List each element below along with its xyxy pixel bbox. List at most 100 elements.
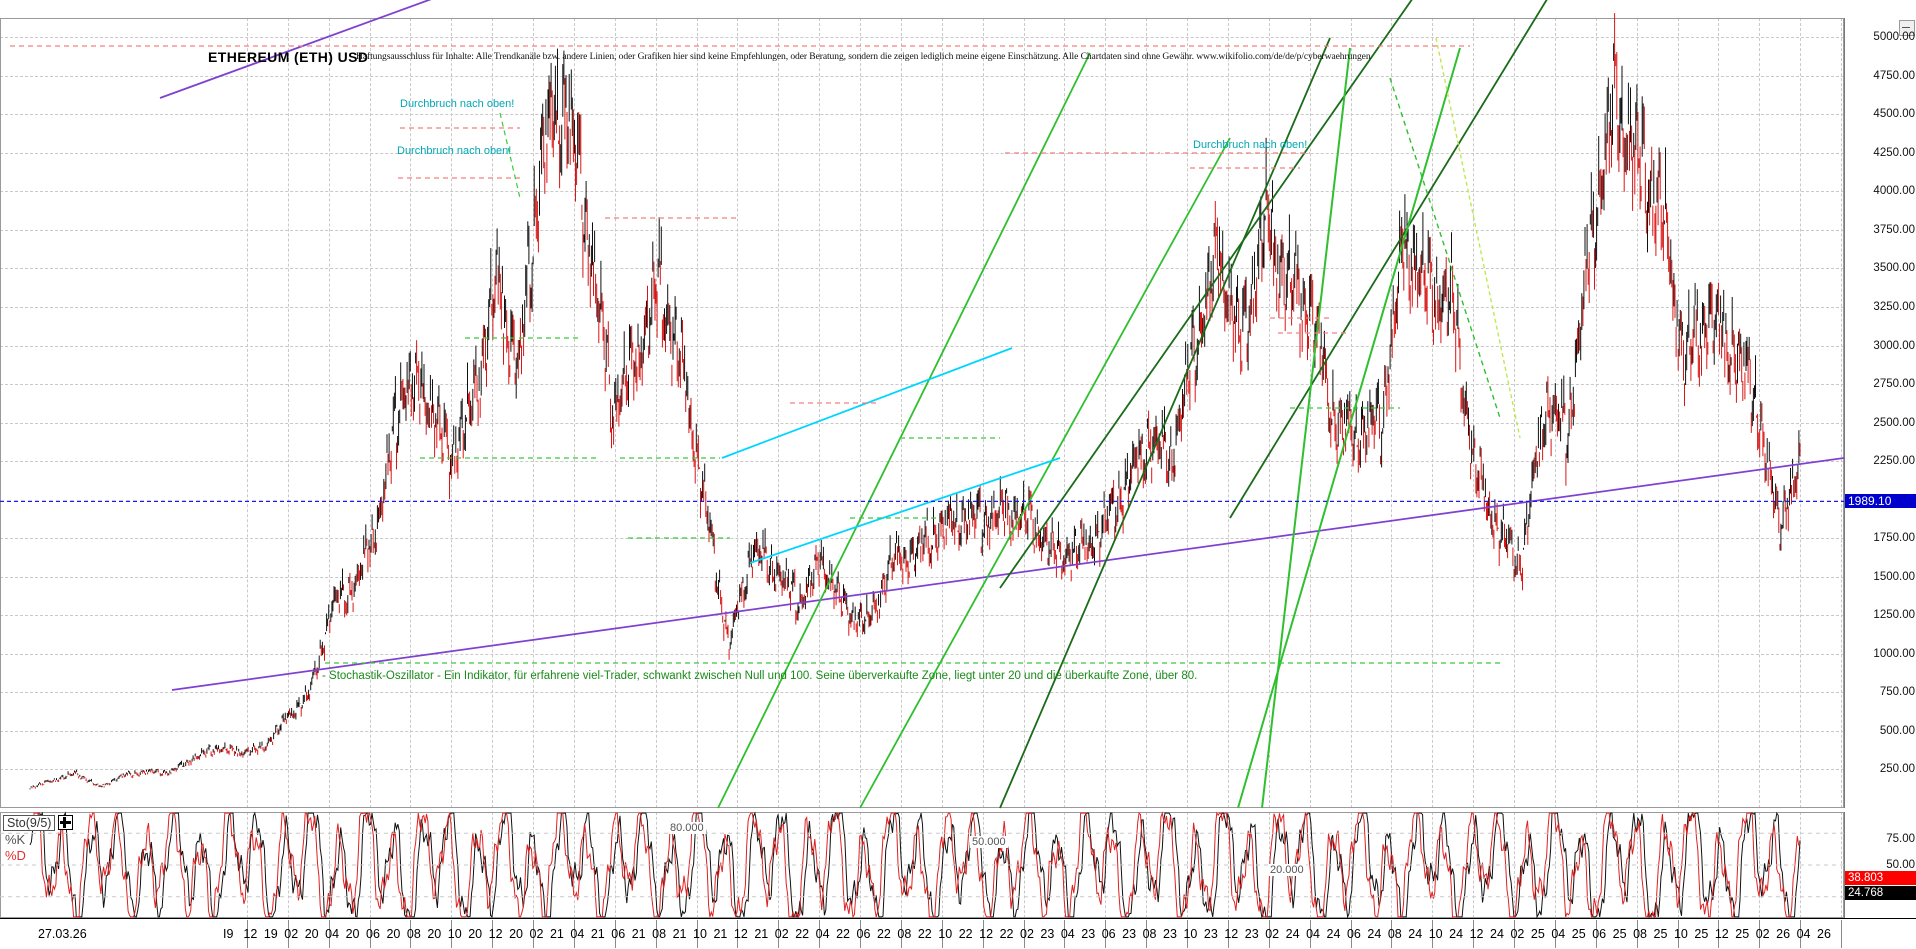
time-gridline bbox=[982, 812, 984, 918]
yellowgreen-dashed bbox=[1435, 37, 1521, 439]
time-axis-label: 10 bbox=[1673, 927, 1688, 941]
current-price-label: 1989.10 bbox=[1845, 494, 1916, 509]
price-gridline bbox=[0, 461, 1844, 463]
time-axis-tick bbox=[900, 920, 902, 948]
cyan-channel-lower bbox=[749, 457, 1061, 564]
price-gridline bbox=[0, 692, 1844, 694]
time-axis-label: 08 bbox=[1142, 927, 1157, 941]
darkgreen-channel-lower bbox=[1229, 0, 1548, 519]
time-axis-label: 20 bbox=[468, 927, 483, 941]
time-axis-label: 23 bbox=[1203, 927, 1218, 941]
price-gridline bbox=[0, 345, 1844, 347]
series-k-label: %K bbox=[5, 832, 26, 847]
time-axis-label: 12 bbox=[1714, 927, 1729, 941]
time-axis-tick bbox=[1146, 920, 1148, 948]
price-chart-pane[interactable]: ETHEREUM (ETH) USD Haftungsausschluss fü… bbox=[0, 0, 1916, 809]
time-axis-label: 06 bbox=[1346, 927, 1361, 941]
time-axis-tick bbox=[369, 920, 371, 948]
price-axis-label: 4250.00 bbox=[1873, 146, 1915, 159]
time-gridline bbox=[492, 812, 494, 918]
time-axis-tick bbox=[1554, 920, 1556, 948]
time-axis-label: 24 bbox=[1367, 927, 1382, 941]
time-axis-tick bbox=[819, 920, 821, 948]
time-axis-label: 12 bbox=[1469, 927, 1484, 941]
time-axis-tick bbox=[655, 920, 657, 948]
minimize-icon[interactable] bbox=[1899, 20, 1915, 36]
time-axis-label: 06 bbox=[1101, 927, 1116, 941]
price-axis-label: 1750.00 bbox=[1873, 532, 1915, 545]
time-axis-label: 22 bbox=[836, 927, 850, 941]
time-axis-tick bbox=[1636, 920, 1638, 948]
time-axis-tick bbox=[1187, 920, 1189, 948]
price-gridline bbox=[0, 191, 1844, 193]
time-axis-label: 08 bbox=[1387, 927, 1402, 941]
indicator-legend[interactable]: Sto(9/5) bbox=[3, 814, 74, 832]
time-gridline bbox=[737, 18, 739, 808]
time-axis-tick bbox=[1268, 920, 1270, 948]
stochastic-indicator-pane[interactable]: Sto(9/5) %K %D 80.000 50.000 20.000 bbox=[0, 811, 1844, 919]
time-axis-label: 21 bbox=[549, 927, 564, 941]
time-axis-label: 04 bbox=[570, 927, 585, 941]
time-axis-label: 22 bbox=[958, 927, 973, 941]
time-axis-label: 25 bbox=[1571, 927, 1586, 941]
price-gridline bbox=[0, 422, 1844, 424]
expand-indicator-icon[interactable] bbox=[58, 815, 74, 831]
time-axis-label: 26 bbox=[1776, 927, 1791, 941]
time-axis-label: 06 bbox=[1592, 927, 1607, 941]
price-axis-label: 5000.00 bbox=[1873, 31, 1915, 44]
time-axis-tick bbox=[328, 920, 330, 948]
time-axis-label: 21 bbox=[672, 927, 687, 941]
time-axis[interactable]: 27.03.26 I9 12 19 02 20 04 20 06 20 08 20 10 20 12 20 02… bbox=[0, 918, 1916, 949]
price-gridline bbox=[0, 384, 1844, 386]
indicator-name-label[interactable]: Sto(9/5) bbox=[3, 814, 56, 831]
price-axis[interactable]: 5000.00 4750.00 4500.00 4250.00 4000.00 3750.… bbox=[1844, 18, 1916, 808]
time-axis-tick bbox=[247, 920, 248, 948]
time-axis-tick bbox=[778, 920, 780, 948]
price-gridline bbox=[0, 653, 1844, 655]
time-axis-label: 12 bbox=[979, 927, 994, 941]
time-axis-label: 25 bbox=[1530, 927, 1545, 941]
green-support-3 bbox=[499, 112, 521, 199]
time-axis-tick bbox=[737, 920, 739, 948]
time-axis-tick bbox=[287, 920, 289, 948]
time-gridline bbox=[1636, 18, 1638, 808]
price-axis-label: 2500.00 bbox=[1873, 416, 1915, 429]
green-dashed-right bbox=[1389, 77, 1501, 419]
annotation-stochastic-explanation: - Stochastik-Oszillator - Ein Indikator,… bbox=[322, 670, 1198, 682]
time-gridline bbox=[1023, 18, 1025, 808]
time-axis-label: 19 bbox=[263, 927, 278, 941]
time-axis-label: 21 bbox=[754, 927, 769, 941]
indicator-level-label: 80.000 bbox=[668, 822, 706, 834]
time-axis-label: 02 bbox=[1755, 927, 1770, 941]
time-gridline bbox=[1636, 812, 1638, 918]
time-axis-label: 10 bbox=[1183, 927, 1198, 941]
time-gridline bbox=[655, 18, 657, 808]
indicator-level-label: 50.000 bbox=[970, 836, 1008, 848]
time-gridline bbox=[1677, 18, 1679, 808]
time-axis-tick bbox=[451, 920, 453, 948]
price-gridline bbox=[0, 730, 1844, 732]
time-gridline bbox=[287, 18, 289, 808]
time-axis-tick bbox=[696, 920, 698, 948]
time-gridline bbox=[1432, 18, 1434, 808]
time-gridline bbox=[1595, 18, 1597, 808]
time-axis-label: I9 bbox=[223, 927, 234, 941]
time-axis-label: 23 bbox=[1040, 927, 1055, 941]
time-gridline bbox=[247, 812, 248, 918]
price-gridline bbox=[0, 576, 1844, 578]
time-gridline bbox=[1759, 812, 1761, 918]
time-axis-label: 24 bbox=[1490, 927, 1504, 941]
time-axis-tick bbox=[1841, 920, 1842, 948]
time-gridline bbox=[1268, 18, 1270, 808]
green-steep-lower bbox=[1261, 47, 1351, 809]
time-gridline bbox=[1718, 18, 1720, 808]
green-channel-left-lower bbox=[859, 137, 1231, 809]
time-gridline bbox=[1595, 812, 1597, 918]
time-axis-label: 04 bbox=[325, 927, 340, 941]
stochastic-d-line bbox=[29, 811, 1801, 919]
indicator-axis[interactable]: 75.00 50.00 38.803 24.768 bbox=[1844, 812, 1916, 918]
time-axis-tick bbox=[573, 920, 575, 948]
price-gridline bbox=[0, 769, 1844, 771]
time-axis-label: 12 bbox=[243, 927, 258, 941]
time-gridline bbox=[1146, 18, 1148, 808]
